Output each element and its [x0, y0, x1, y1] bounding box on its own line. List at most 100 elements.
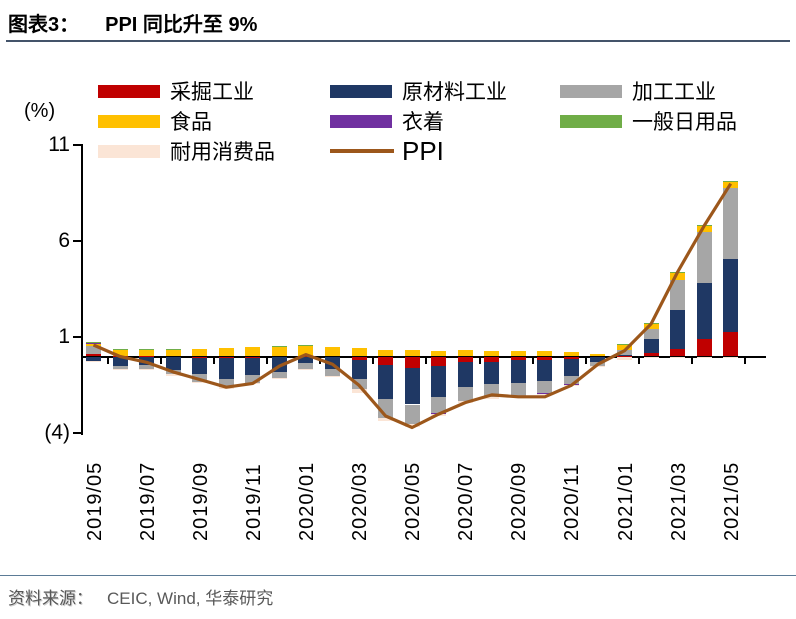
bar-2021/03-采掘工业 [670, 348, 686, 357]
bar-2020/04-耐用消费品 [378, 417, 394, 421]
bar-2021/03-加工工业 [670, 279, 686, 311]
legend-label: 加工工业 [632, 80, 716, 104]
bar-2021/05-食品 [723, 181, 739, 188]
bar-2020/10-耐用消费品 [537, 393, 553, 395]
x-tick [319, 357, 322, 364]
footer-divider [0, 575, 796, 576]
bar-2020/12-耐用消费品 [590, 366, 606, 367]
bar-2019/09-耐用消费品 [192, 382, 208, 384]
bar-2020/05-耐用消费品 [404, 424, 420, 428]
bar-2020/03-原材料工业 [351, 360, 367, 379]
legend-label: 食品 [170, 110, 212, 134]
x-tick [584, 357, 587, 364]
legend-item-采掘工业: 采掘工业 [98, 80, 254, 104]
bar-2020/02-原材料工业 [324, 357, 340, 369]
bar-2020/07-加工工业 [457, 387, 473, 401]
bar-2019/12-食品 [271, 346, 287, 357]
bar-2020/04-食品 [378, 349, 394, 357]
bar-2020/03-加工工业 [351, 378, 367, 390]
bar-2021/02-食品 [643, 322, 659, 329]
x-tick [159, 357, 162, 364]
legend-label: 衣着 [402, 110, 444, 134]
source-label: 资料来源： [8, 589, 93, 608]
bar-2020/02-耐用消费品 [324, 375, 340, 377]
bar-2021/03-原材料工业 [670, 310, 686, 349]
bar-2020/11-原材料工业 [563, 359, 579, 376]
bar-2020/01-耐用消费品 [298, 368, 314, 370]
y-tick-label: (4) [44, 421, 70, 445]
bar-2019/06-原材料工业 [112, 356, 128, 367]
x-label-2020/03: 2020/03 [349, 461, 371, 541]
bar-2019/09-加工工业 [192, 374, 208, 383]
bar-2019/05-耐用消费品 [86, 361, 101, 363]
bar-2019/10-加工工业 [218, 378, 234, 388]
y-tick-label: 6 [58, 229, 70, 253]
bar-2020/03-食品 [351, 347, 367, 357]
zero-line [80, 355, 766, 358]
bar-2019/11-耐用消费品 [245, 382, 261, 385]
bar-2020/06-耐用消费品 [431, 413, 447, 416]
legend-swatch-食品 [98, 114, 160, 128]
legend-item-食品: 食品 [98, 110, 212, 134]
x-tick [637, 357, 640, 364]
x-label-2020/05: 2020/05 [402, 461, 425, 541]
bar-2020/04-采掘工业 [378, 356, 394, 366]
bar-2021/03-食品 [670, 272, 686, 280]
bar-2019/10-原材料工业 [218, 358, 234, 379]
legend-item-PPI: PPI [330, 136, 444, 166]
bar-2019/07-原材料工业 [139, 356, 155, 366]
bar-2019/06-食品 [112, 349, 128, 356]
x-label-2020/11: 2020/11 [561, 463, 584, 541]
bar-2020/08-原材料工业 [484, 362, 500, 385]
bar-2020/11-加工工业 [563, 375, 579, 385]
bar-2020/01-一般日用品 [298, 344, 314, 346]
bar-2019/06-耐用消费品 [112, 368, 128, 371]
legend-label: 采掘工业 [170, 80, 254, 104]
x-tick [425, 357, 428, 364]
legend-swatch-衣着 [330, 114, 392, 128]
bar-2021/03-一般日用品 [670, 272, 686, 273]
legend-swatch-加工工业 [560, 84, 622, 98]
legend-label: PPI [402, 135, 444, 166]
bar-2021/01-加工工业 [617, 350, 632, 355]
legend-label: 耐用消费品 [170, 140, 275, 164]
bar-2020/05-加工工业 [404, 404, 420, 424]
figure-title: 图表3： PPI 同比升至 9% [8, 8, 257, 37]
bar-2019/07-一般日用品 [139, 348, 155, 350]
bar-2020/08-耐用消费品 [484, 397, 500, 399]
x-label-2019/11: 2019/11 [242, 463, 265, 541]
bar-2021/02-耐用消费品 [643, 356, 659, 358]
bar-2020/12-食品 [590, 354, 606, 357]
bar-2020/05-食品 [404, 349, 420, 357]
bar-2019/11-食品 [245, 346, 261, 357]
legend-label: 一般日用品 [632, 110, 737, 134]
bar-2020/11-食品 [563, 352, 579, 357]
y-tick [72, 240, 81, 243]
bar-2020/06-食品 [431, 350, 447, 357]
y-tick [72, 144, 81, 147]
bar-2020/10-原材料工业 [537, 360, 553, 382]
bar-2019/12-原材料工业 [271, 357, 287, 372]
bar-2020/09-原材料工业 [510, 360, 526, 384]
bar-2019/08-耐用消费品 [165, 374, 181, 376]
bar-2021/01-食品 [617, 344, 632, 351]
bar-2021/04-原材料工业 [696, 282, 712, 340]
bar-2021/04-食品 [696, 225, 712, 232]
bar-2020/09-耐用消费品 [510, 396, 526, 398]
bar-2020/05-采掘工业 [404, 356, 420, 369]
bar-2019/05-加工工业 [86, 345, 101, 354]
bar-2021/04-耐用消费品 [696, 356, 712, 358]
bar-2020/07-食品 [457, 349, 473, 357]
x-label-2021/03: 2021/03 [667, 461, 690, 541]
legend-item-加工工业: 加工工业 [560, 80, 716, 104]
bar-2020/09-加工工业 [510, 383, 526, 396]
bar-2021/04-采掘工业 [696, 339, 712, 357]
y-tick [72, 432, 81, 435]
figure-title-text: PPI 同比升至 9% [105, 14, 258, 36]
source-note: 资料来源： CEIC, Wind, 华泰研究 [8, 584, 273, 609]
bar-2020/02-加工工业 [324, 368, 340, 376]
bar-2019/05-食品 [86, 343, 101, 346]
bar-2020/05-原材料工业 [404, 368, 420, 405]
bar-2020/07-原材料工业 [457, 362, 473, 388]
bar-2019/11-原材料工业 [245, 358, 261, 376]
